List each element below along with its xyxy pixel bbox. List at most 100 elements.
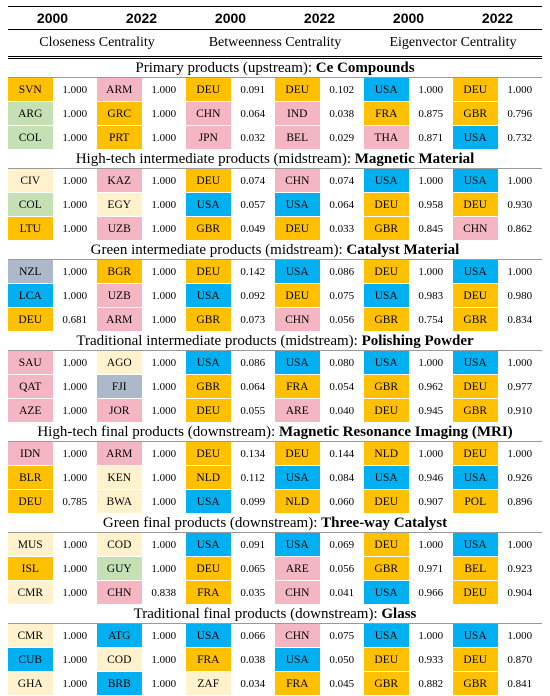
country-cell: GRC: [97, 101, 142, 126]
country-cell: GBR: [364, 307, 409, 332]
data-row: AZE 1.000 JOR 1.000 DEU 0.055 ARE 0.040 DEU 0.945…: [8, 398, 542, 423]
value-cell: 0.834: [497, 307, 542, 332]
country-cell: ARE: [275, 398, 320, 423]
value-cell: 0.034: [230, 671, 275, 696]
country-cell: ARM: [97, 441, 142, 466]
value-cell: 0.065: [230, 556, 275, 581]
country-cell: DEU: [275, 77, 320, 102]
value-cell: 1.000: [497, 623, 542, 648]
country-cell: USA: [275, 192, 320, 217]
section-product: Catalyst Material: [346, 241, 460, 258]
country-cell: SVN: [8, 77, 53, 102]
value-cell: 0.904: [497, 580, 542, 605]
section-product: Glass: [381, 605, 417, 622]
country-cell: ARE: [275, 556, 320, 581]
country-cell: FRA: [364, 101, 409, 126]
value-cell: 0.074: [230, 168, 275, 193]
value-cell: 0.084: [319, 465, 364, 490]
data-row: LTU 1.000 UZB 1.000 GBR 0.049 DEU 0.033 GBR 0.845…: [8, 216, 542, 241]
country-cell: NLD: [275, 489, 320, 514]
value-cell: 1.000: [141, 125, 186, 150]
value-cell: 0.754: [408, 307, 453, 332]
value-cell: 0.796: [497, 101, 542, 126]
year-header: 2022: [97, 6, 186, 30]
country-cell: GBR: [453, 398, 498, 423]
country-cell: DEU: [453, 441, 498, 466]
value-cell: 1.000: [141, 647, 186, 672]
value-cell: 0.074: [319, 168, 364, 193]
section-title: Green intermediate products (midstream):…: [8, 240, 542, 260]
country-cell: CHN: [275, 580, 320, 605]
country-cell: DEU: [453, 77, 498, 102]
value-cell: 0.112: [230, 465, 275, 490]
year-header: 2022: [453, 6, 542, 30]
country-cell: DEU: [186, 77, 231, 102]
country-cell: POL: [453, 489, 498, 514]
country-cell: USA: [453, 350, 498, 375]
country-cell: USA: [364, 283, 409, 308]
country-cell: THA: [364, 125, 409, 150]
country-cell: GBR: [453, 101, 498, 126]
section-row: Green intermediate products (midstream):…: [8, 240, 542, 260]
value-cell: 1.000: [52, 647, 97, 672]
section-label: High-tech final products (downstream):: [37, 423, 279, 440]
country-cell: KAZ: [97, 168, 142, 193]
year-row: 2000 2022 2000 2022 2000 2022: [8, 6, 542, 30]
country-cell: GBR: [364, 556, 409, 581]
value-cell: 1.000: [52, 192, 97, 217]
country-cell: USA: [275, 532, 320, 557]
country-cell: UZB: [97, 216, 142, 241]
country-cell: DEU: [453, 192, 498, 217]
country-cell: BEL: [275, 125, 320, 150]
country-cell: DEU: [275, 441, 320, 466]
data-row: DEU 0.681 ARM 1.000 GBR 0.073 CHN 0.056 GBR 0.754…: [8, 307, 542, 332]
section-product: Polishing Powder: [361, 332, 474, 349]
value-cell: 0.045: [319, 671, 364, 696]
country-cell: USA: [453, 623, 498, 648]
value-cell: 0.910: [497, 398, 542, 423]
value-cell: 0.056: [319, 556, 364, 581]
country-cell: LTU: [8, 216, 53, 241]
country-cell: USA: [275, 350, 320, 375]
country-cell: GBR: [186, 307, 231, 332]
value-cell: 1.000: [408, 77, 453, 102]
country-cell: NLD: [364, 441, 409, 466]
country-cell: DEU: [364, 259, 409, 284]
value-cell: 1.000: [52, 168, 97, 193]
section-label: Traditional final products (downstream):: [133, 605, 382, 622]
section-product: Three-way Catalyst: [321, 514, 448, 531]
section-title: Primary products (upstream): Ce Compound…: [8, 57, 542, 78]
value-cell: 1.000: [141, 465, 186, 490]
value-cell: 1.000: [408, 623, 453, 648]
country-cell: FRA: [275, 374, 320, 399]
data-row: COL 1.000 PRT 1.000 JPN 0.032 BEL 0.029 THA 0.871…: [8, 125, 542, 150]
country-cell: DEU: [275, 283, 320, 308]
value-cell: 0.838: [141, 580, 186, 605]
page: 2000 2022 2000 2022 2000 2022 Closeness Centra…: [8, 6, 542, 696]
measure-header: Closeness Centrality: [8, 29, 186, 59]
section-row: Primary products (upstream): Ce Compound…: [8, 57, 542, 78]
country-cell: USA: [364, 580, 409, 605]
data-row: NZL 1.000 BGR 1.000 DEU 0.142 USA 0.086 DEU 1.000…: [8, 259, 542, 284]
country-cell: USA: [275, 465, 320, 490]
country-cell: COL: [8, 192, 53, 217]
country-cell: USA: [364, 465, 409, 490]
value-cell: 1.000: [141, 623, 186, 648]
country-cell: QAT: [8, 374, 53, 399]
country-cell: GBR: [453, 307, 498, 332]
measure-row: Closeness Centrality Betweenness Centrali…: [8, 29, 542, 59]
country-cell: CHN: [275, 623, 320, 648]
country-cell: DEU: [186, 556, 231, 581]
value-cell: 0.056: [319, 307, 364, 332]
country-cell: AGO: [97, 350, 142, 375]
value-cell: 1.000: [52, 532, 97, 557]
country-cell: USA: [186, 489, 231, 514]
value-cell: 1.000: [141, 489, 186, 514]
country-cell: USA: [186, 350, 231, 375]
section-label: Green final products (downstream):: [102, 514, 322, 531]
value-cell: 1.000: [52, 671, 97, 696]
country-cell: USA: [186, 623, 231, 648]
value-cell: 1.000: [52, 125, 97, 150]
value-cell: 0.099: [230, 489, 275, 514]
value-cell: 0.930: [497, 192, 542, 217]
